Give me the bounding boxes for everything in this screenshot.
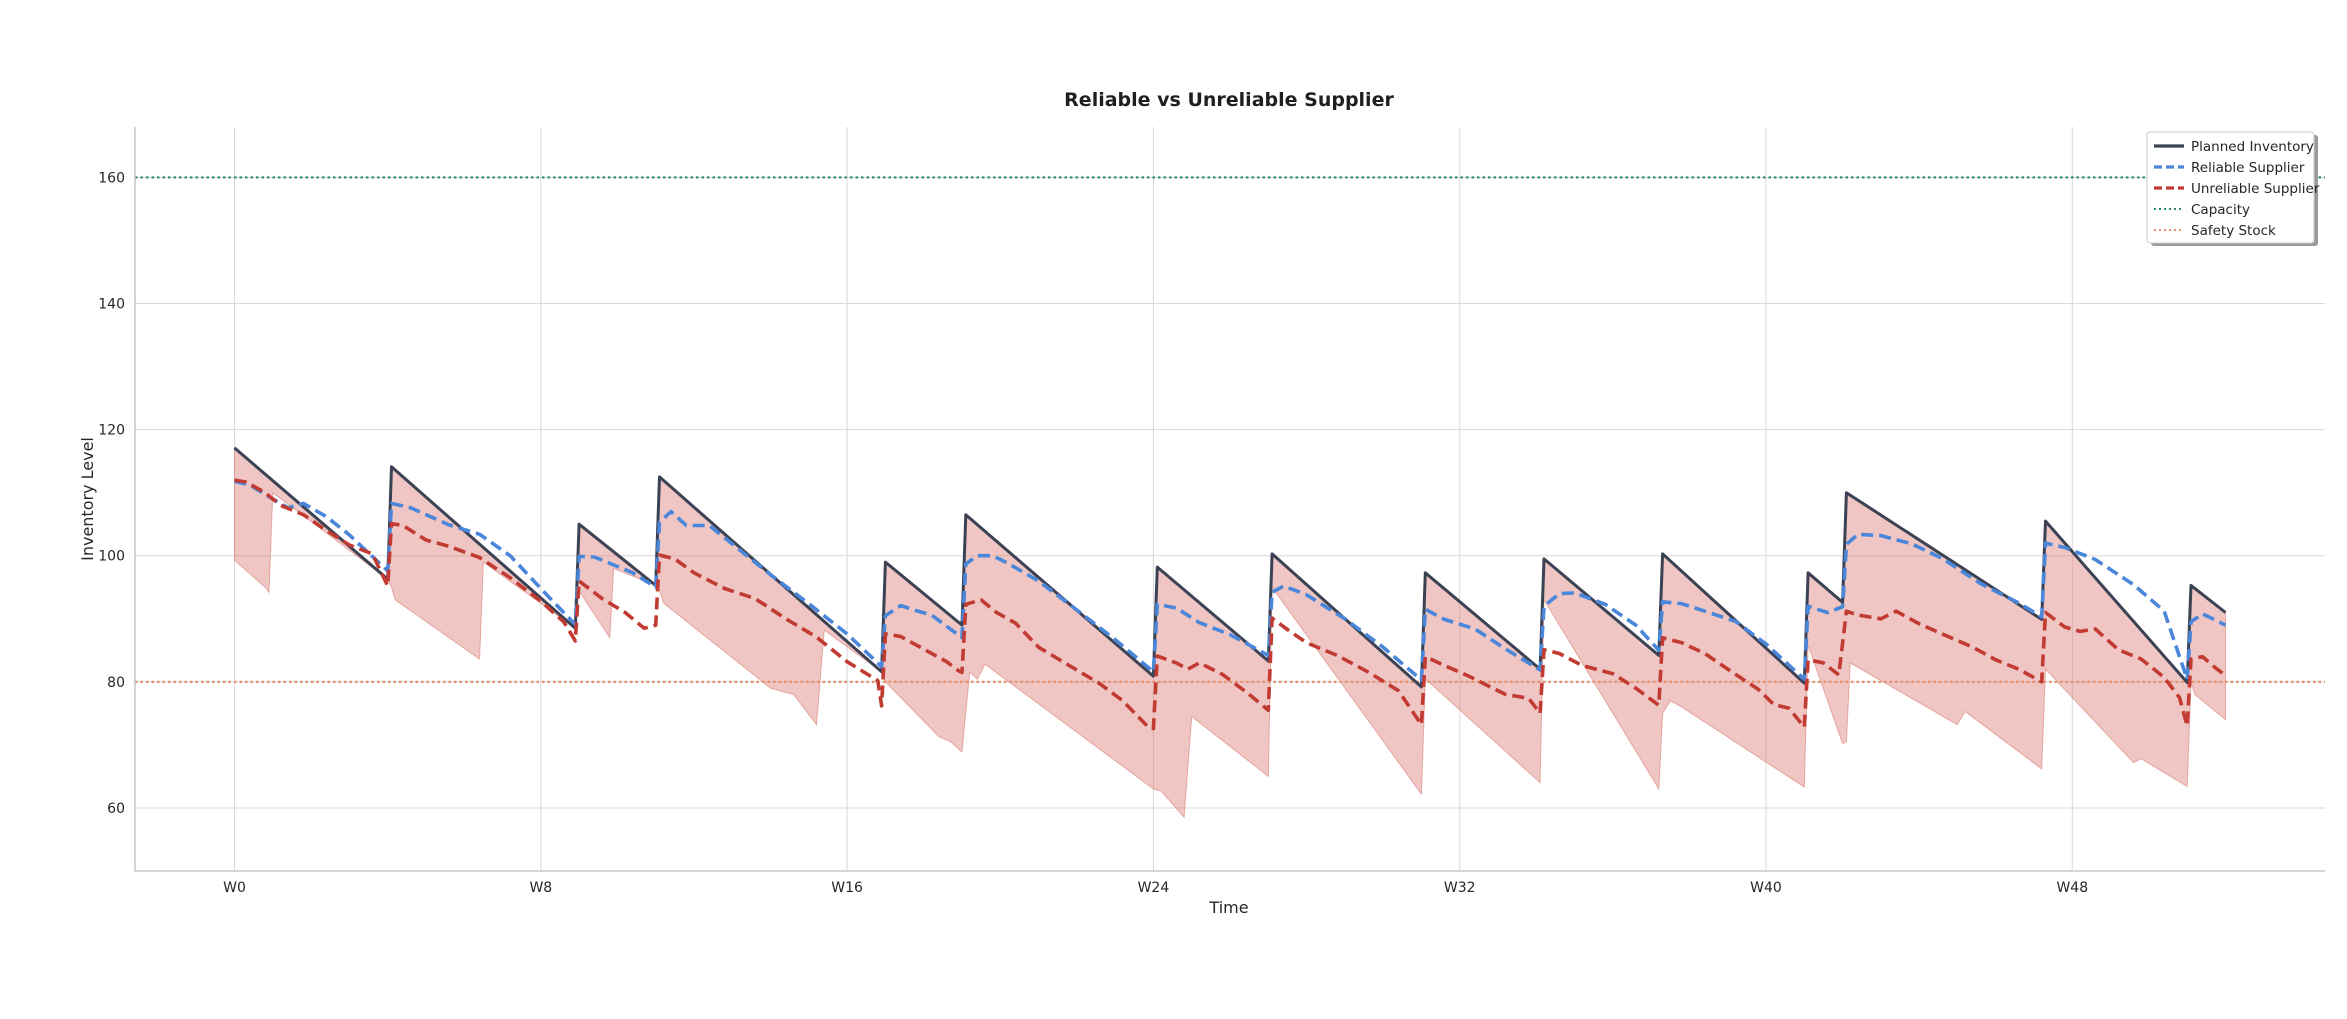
x-tick-label: W16: [831, 880, 863, 896]
x-tick-label: W32: [1444, 880, 1476, 896]
series-lines: [233, 446, 2227, 731]
y-tick-label: 120: [98, 423, 125, 439]
grid: [135, 127, 2325, 871]
chart-title: Reliable vs Unreliable Supplier: [1064, 89, 1394, 111]
tick-labels: W0 W8 W16 W24 W32 W40 W48 60 80 100 120 140 160: [98, 170, 2088, 896]
legend-label: Capacity: [2191, 202, 2250, 218]
legend-items: Planned Inventory Reliable Supplier Unreli…: [2154, 139, 2320, 239]
planned-inventory-line: [233, 446, 2227, 689]
x-tick-label: W48: [2056, 880, 2088, 896]
y-tick-label: 60: [107, 801, 125, 817]
unreliable-supplier-line: [234, 478, 2227, 731]
y-tick-label: 80: [107, 675, 125, 691]
legend-label: Planned Inventory: [2191, 139, 2314, 155]
reliable-supplier-line: [234, 479, 2227, 682]
x-tick-label: W0: [223, 880, 246, 896]
x-tick-label: W40: [1750, 880, 1782, 896]
x-tick-label: W8: [529, 880, 552, 896]
variability-band: [234, 446, 2226, 819]
y-tick-label: 140: [98, 297, 125, 313]
legend-label: Unreliable Supplier: [2191, 181, 2320, 197]
y-tick-label: 100: [98, 549, 125, 565]
legend-frame: [2146, 131, 2315, 244]
legend-label: Safety Stock: [2191, 223, 2276, 239]
y-tick-label: 160: [98, 170, 125, 186]
legend: Planned Inventory Reliable Supplier Unreli…: [2146, 131, 2320, 246]
x-tick-label: W24: [1138, 880, 1170, 896]
legend-label: Reliable Supplier: [2191, 160, 2305, 176]
x-axis-label: Time: [1208, 898, 1248, 917]
uncertainty-band: [234, 446, 2226, 819]
y-axis-label: Inventory Level: [78, 437, 97, 561]
reference-lines: [135, 176, 2325, 683]
axes: [134, 127, 2325, 872]
